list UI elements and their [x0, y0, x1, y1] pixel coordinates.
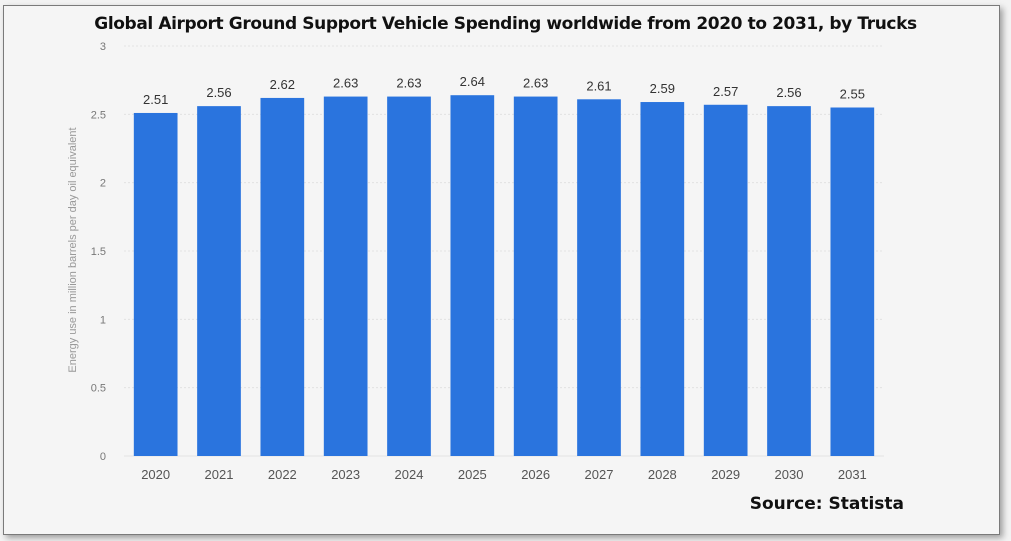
bar	[323, 96, 368, 457]
y-tick-label: 1	[100, 314, 106, 326]
bar	[197, 106, 241, 456]
data-label: 2.57	[713, 84, 738, 99]
bar	[387, 96, 431, 457]
bar	[767, 106, 811, 456]
x-tick-label: 2025	[458, 467, 487, 482]
y-tick-label: 2	[100, 178, 106, 190]
data-label: 2.61	[586, 78, 611, 93]
x-tick-label: 2030	[775, 467, 804, 482]
bar	[260, 97, 305, 456]
bar	[640, 102, 685, 457]
data-label: 2.63	[523, 76, 548, 91]
gridlines	[124, 45, 884, 457]
x-tick-label: 2031	[838, 467, 867, 482]
y-tick-label: 0.5	[91, 383, 106, 395]
x-tick-label: 2028	[648, 467, 677, 482]
y-tick-label: 1.5	[91, 246, 106, 258]
data-label: 2.64	[460, 74, 485, 89]
data-label: 2.63	[333, 76, 358, 91]
source-label: Source: Statista	[749, 494, 904, 514]
chart-title: Global Airport Ground Support Vehicle Sp…	[94, 14, 917, 34]
bar	[450, 95, 495, 456]
x-tick-label: 2027	[585, 467, 614, 482]
x-tick-label: 2026	[521, 467, 550, 482]
y-tick-label: 0	[100, 451, 106, 463]
data-label: 2.56	[776, 85, 801, 100]
x-tick-label: 2021	[205, 467, 234, 482]
x-tick-label: 2022	[268, 467, 297, 482]
data-label: 2.59	[650, 81, 675, 96]
y-axis-ticks: 0 0.5 1 1.5 2 2.5 3	[91, 41, 106, 463]
x-tick-label: 2024	[395, 467, 424, 482]
x-tick-label: 2020	[141, 467, 170, 482]
bar	[513, 96, 558, 457]
data-label: 2.51	[143, 92, 168, 107]
x-tick-label: 2029	[711, 467, 740, 482]
data-label: 2.56	[206, 85, 231, 100]
data-label: 2.63	[396, 76, 421, 91]
x-axis-labels: 2020 2021 2022 2023 2024 2025 2026 2027 2028 2029…	[141, 467, 867, 482]
x-tick-label: 2023	[331, 467, 360, 482]
data-label: 2.55	[840, 87, 865, 102]
bar	[133, 112, 178, 456]
value-labels: 2.51 2.56 2.62 2.63 2.63 2.64 2.63 2.61 2.59 2.57…	[143, 74, 865, 107]
y-tick-label: 3	[100, 41, 106, 53]
bars	[133, 95, 875, 457]
bar	[703, 104, 748, 457]
data-label: 2.62	[270, 77, 295, 92]
bar	[577, 99, 621, 457]
y-axis-title: Energy use in million barrels per day oi…	[67, 127, 79, 372]
bar	[830, 107, 875, 456]
y-tick-label: 2.5	[91, 109, 106, 121]
